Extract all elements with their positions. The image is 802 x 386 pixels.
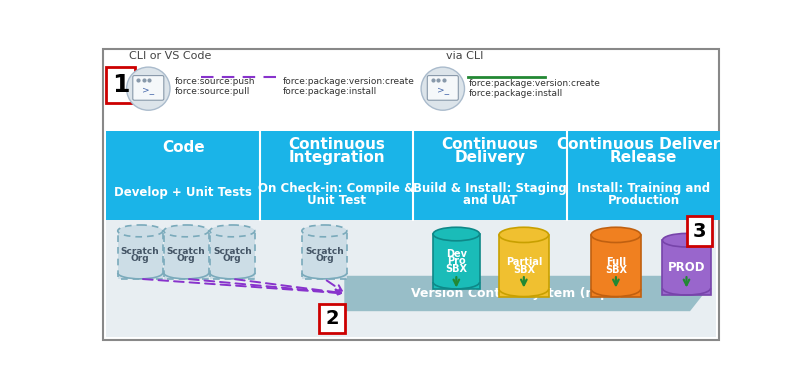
Text: 3: 3: [693, 222, 706, 240]
Text: 1: 1: [111, 73, 129, 97]
Text: Continuous Delivery: Continuous Delivery: [557, 137, 730, 152]
Text: Install: Training and: Install: Training and: [577, 181, 710, 195]
Text: Org: Org: [177, 254, 196, 263]
Text: CLI or VS Code: CLI or VS Code: [129, 51, 211, 61]
Text: Org: Org: [315, 254, 334, 263]
Text: Code: Code: [162, 141, 205, 156]
Ellipse shape: [433, 227, 480, 241]
Bar: [118, 231, 163, 279]
FancyBboxPatch shape: [427, 76, 458, 100]
Bar: [164, 231, 209, 279]
Text: SBX: SBX: [445, 264, 468, 274]
Text: PROD: PROD: [668, 261, 705, 274]
Text: SBX: SBX: [512, 264, 535, 274]
Text: Release: Release: [610, 150, 677, 165]
Text: Production: Production: [607, 194, 679, 207]
Ellipse shape: [499, 227, 549, 242]
Ellipse shape: [118, 225, 163, 237]
Text: >_: >_: [437, 86, 449, 95]
Bar: [433, 234, 480, 289]
Ellipse shape: [662, 234, 711, 247]
Text: via CLI: via CLI: [446, 51, 483, 61]
Text: Pro: Pro: [447, 256, 466, 266]
FancyBboxPatch shape: [106, 67, 135, 103]
Bar: [302, 231, 346, 279]
Text: Dev: Dev: [446, 249, 467, 259]
Bar: [567, 131, 720, 220]
Bar: [210, 231, 255, 279]
Ellipse shape: [164, 225, 209, 237]
FancyBboxPatch shape: [687, 217, 711, 246]
Text: force:package:version:create
force:package:install: force:package:version:create force:packa…: [282, 77, 415, 96]
Text: Scratch: Scratch: [121, 247, 160, 256]
FancyArrow shape: [344, 276, 704, 311]
Text: 2: 2: [325, 309, 338, 328]
Bar: [591, 235, 641, 296]
Text: Continuous: Continuous: [288, 137, 385, 152]
FancyBboxPatch shape: [319, 303, 345, 333]
FancyBboxPatch shape: [133, 76, 164, 100]
Text: force:source:push
force:source:pull: force:source:push force:source:pull: [175, 77, 255, 96]
Ellipse shape: [302, 225, 346, 237]
Text: Delivery: Delivery: [455, 150, 525, 165]
Bar: [107, 131, 260, 220]
Circle shape: [421, 67, 464, 110]
Ellipse shape: [210, 225, 255, 237]
FancyBboxPatch shape: [107, 220, 715, 337]
Text: SBX: SBX: [605, 264, 627, 274]
Text: Continuous: Continuous: [442, 137, 538, 152]
Text: Integration: Integration: [288, 150, 385, 165]
Text: Unit Test: Unit Test: [307, 194, 367, 207]
Text: Full: Full: [606, 257, 626, 267]
Bar: [499, 235, 549, 296]
Bar: [662, 240, 711, 295]
Text: Build & Install: Staging: Build & Install: Staging: [413, 181, 567, 195]
Text: force:package:version:create
force:package:install: force:package:version:create force:packa…: [469, 79, 601, 98]
Bar: [413, 131, 567, 220]
Circle shape: [127, 67, 170, 110]
Text: Scratch: Scratch: [305, 247, 344, 256]
Text: and UAT: and UAT: [463, 194, 517, 207]
Text: >_: >_: [142, 86, 154, 95]
Text: On Check-in: Compile &: On Check-in: Compile &: [258, 181, 415, 195]
Text: Org: Org: [131, 254, 149, 263]
Text: Scratch: Scratch: [213, 247, 252, 256]
Text: Partial: Partial: [505, 257, 542, 267]
Bar: [260, 131, 413, 220]
Text: Develop + Unit Tests: Develop + Unit Tests: [114, 186, 252, 199]
Text: Version Control System (repo): Version Control System (repo): [411, 287, 623, 300]
FancyBboxPatch shape: [103, 49, 719, 340]
Text: Org: Org: [223, 254, 241, 263]
Ellipse shape: [591, 227, 641, 242]
Text: Scratch: Scratch: [167, 247, 205, 256]
